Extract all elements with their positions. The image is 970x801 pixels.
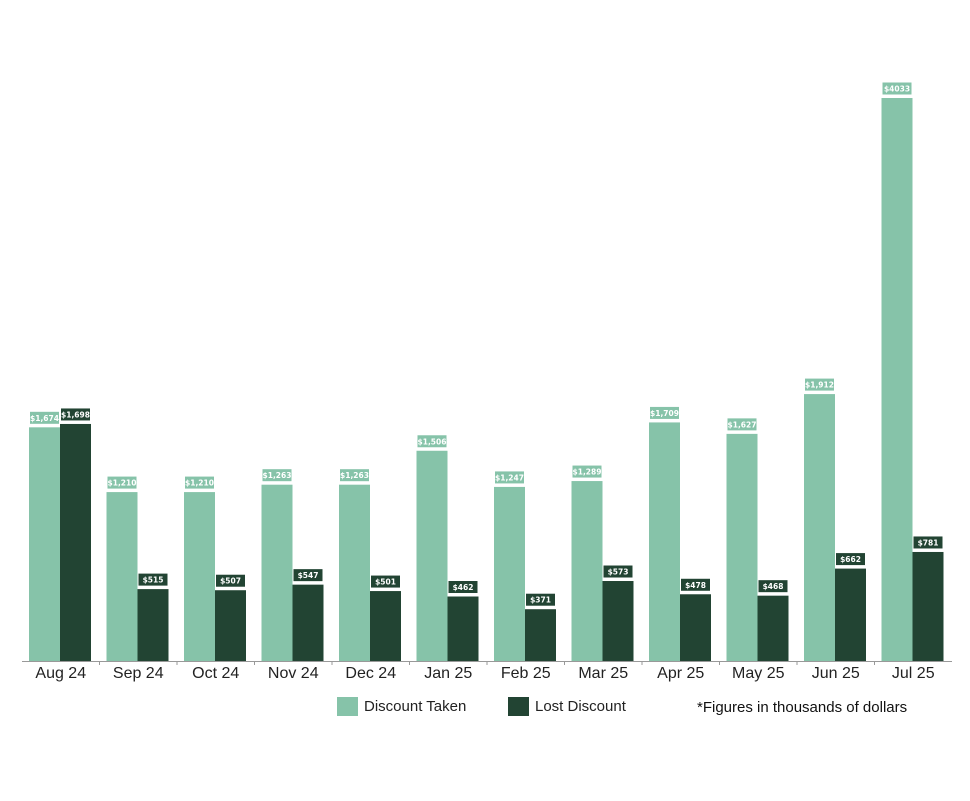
data-label-box-lost-discount	[602, 564, 634, 579]
x-tick-label: Apr 25	[657, 665, 704, 682]
bar-discount-taken	[261, 484, 293, 661]
bar-lost-discount	[447, 596, 479, 661]
x-tick-label: Dec 24	[345, 665, 396, 682]
x-tick-label: Jun 25	[812, 665, 860, 682]
data-label-box-discount-taken	[804, 377, 835, 392]
data-label-box-discount-taken	[494, 470, 525, 485]
bar-discount-taken	[571, 481, 603, 661]
data-label-box-lost-discount	[292, 568, 324, 583]
data-label-box-lost-discount	[680, 577, 711, 592]
data-label-discount-taken: $1,289	[573, 468, 602, 477]
data-label-discount-taken: $1,263	[263, 471, 292, 480]
data-label-lost-discount: $662	[840, 555, 861, 564]
bar-lost-discount	[60, 423, 91, 661]
bar-discount-taken	[184, 492, 215, 661]
bar-lost-discount	[757, 595, 789, 661]
data-label-box-lost-discount	[835, 552, 866, 567]
data-label-box-discount-taken	[649, 405, 680, 420]
bar-discount-taken	[649, 422, 680, 661]
legend: Discount Taken Lost Discount	[337, 697, 627, 716]
data-label-discount-taken: $1,263	[340, 471, 369, 480]
data-label-box-discount-taken	[726, 417, 758, 432]
data-label-box-lost-discount	[60, 407, 91, 422]
data-label-lost-discount: $573	[608, 568, 629, 577]
data-label-box-lost-discount	[370, 574, 401, 589]
bar-lost-discount	[137, 589, 169, 661]
data-label-discount-taken: $1,210	[185, 479, 214, 488]
bar-lost-discount	[602, 581, 634, 661]
bar-lost-discount	[680, 594, 711, 661]
data-label-lost-discount: $371	[530, 596, 551, 605]
data-label-box-lost-discount	[912, 535, 944, 550]
x-tick-label: Aug 24	[35, 665, 86, 682]
data-label-lost-discount: $515	[143, 576, 164, 585]
data-label-discount-taken: $1,506	[418, 437, 447, 446]
data-label-lost-discount: $462	[453, 583, 474, 592]
bar-discount-taken	[106, 492, 138, 661]
legend-label-lost-discount: Lost Discount	[535, 698, 627, 715]
data-label-lost-discount: $507	[220, 577, 241, 586]
data-label-box-discount-taken	[339, 468, 370, 483]
bar-discount-taken	[416, 450, 448, 661]
x-tick-label: Jul 25	[892, 665, 935, 682]
bar-lost-discount	[370, 591, 401, 661]
data-label-discount-taken: $1,709	[650, 409, 679, 418]
data-label-box-discount-taken	[261, 468, 293, 483]
data-label-box-discount-taken	[29, 410, 60, 425]
data-label-discount-taken: $4033	[884, 85, 910, 94]
bar-discount-taken	[339, 484, 370, 661]
x-tick-label: Feb 25	[501, 665, 551, 682]
bar-discount-taken	[29, 427, 60, 661]
bar-lost-discount	[835, 568, 866, 661]
legend-swatch-lost-discount	[508, 697, 529, 716]
data-label-box-lost-discount	[137, 572, 169, 587]
data-label-lost-discount: $781	[918, 538, 939, 547]
data-label-box-discount-taken	[571, 464, 603, 479]
x-tick-label: Sep 24	[113, 665, 164, 682]
data-label-box-lost-discount	[525, 592, 556, 607]
data-label-box-discount-taken	[184, 475, 215, 490]
data-label-discount-taken: $1,674	[30, 414, 59, 423]
bar-lost-discount	[912, 551, 944, 661]
bar-discount-taken	[494, 486, 525, 661]
bars-layer	[29, 98, 944, 661]
bar-lost-discount	[292, 584, 324, 661]
data-label-discount-taken: $1,210	[108, 479, 137, 488]
data-labels-layer: $1,674 $1,698 $1,210 $515 $1,210 $507 $1,263 $5…	[29, 81, 944, 607]
data-label-box-lost-discount	[757, 579, 789, 594]
bar-lost-discount	[525, 609, 556, 661]
data-label-box-discount-taken	[416, 434, 448, 449]
bar-lost-discount	[215, 590, 246, 661]
data-label-discount-taken: $1,627	[728, 420, 757, 429]
bar-discount-taken	[881, 98, 913, 661]
legend-swatch-discount-taken	[337, 697, 358, 716]
data-label-lost-discount: $547	[298, 571, 319, 580]
data-label-box-discount-taken	[881, 81, 913, 96]
x-axis-ticks: Aug 24 Sep 24 Oct 24 Nov 24 Dec 24 Jan 25 Feb …	[35, 661, 935, 682]
units-note: *Figures in thousands of dollars	[697, 699, 907, 716]
legend-label-discount-taken: Discount Taken	[364, 698, 466, 715]
bar-discount-taken	[726, 433, 758, 661]
data-label-box-discount-taken	[106, 475, 138, 490]
data-label-box-lost-discount	[215, 573, 246, 588]
data-label-lost-discount: $478	[685, 581, 706, 590]
data-label-lost-discount: $468	[763, 582, 784, 591]
x-tick-label: Nov 24	[268, 665, 319, 682]
x-tick-label: May 25	[732, 665, 785, 682]
bar-discount-taken	[804, 394, 835, 661]
x-tick-label: Oct 24	[192, 665, 239, 682]
data-label-lost-discount: $1,698	[61, 410, 90, 419]
data-label-discount-taken: $1,912	[805, 381, 834, 390]
data-label-lost-discount: $501	[375, 578, 396, 587]
data-label-discount-taken: $1,247	[495, 473, 524, 482]
x-tick-label: Jan 25	[424, 665, 472, 682]
x-tick-label: Mar 25	[578, 665, 628, 682]
data-label-box-lost-discount	[447, 580, 479, 595]
